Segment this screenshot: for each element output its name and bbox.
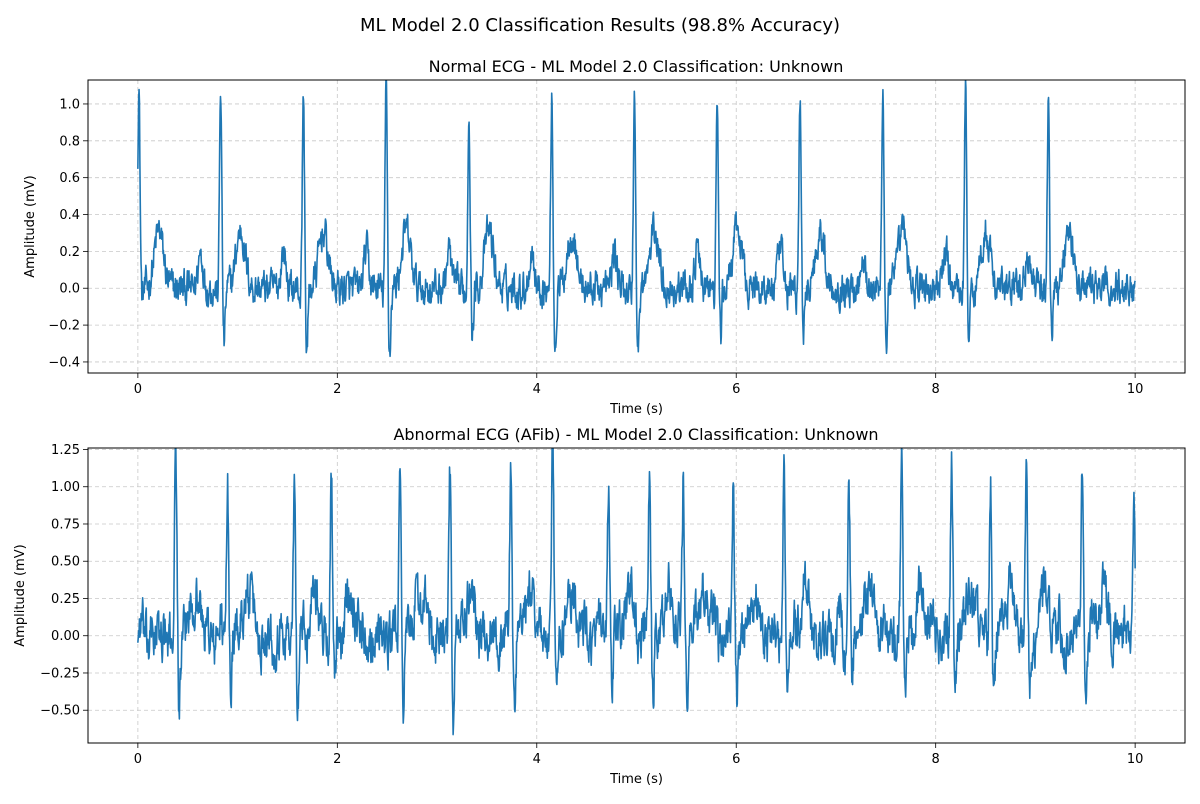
- normal-ecg-y-tick-label: 0.6: [59, 171, 80, 186]
- normal-ecg-x-tick-label: 6: [732, 382, 740, 397]
- afib-ecg-y-tick-label: −0.50: [40, 704, 80, 719]
- normal-ecg-x-tick-label: 0: [134, 382, 142, 397]
- normal-ecg-y-tick-label: 0.2: [59, 245, 80, 260]
- afib-ecg-panel: Abnormal ECG (AFib) - ML Model 2.0 Class…: [13, 425, 1186, 787]
- normal-ecg-y-tick-label: −0.4: [48, 355, 80, 370]
- normal-ecg-x-tick-label: 2: [333, 382, 341, 397]
- afib-ecg-y-axis-label: Amplitude (mV): [13, 544, 28, 646]
- afib-ecg-x-axis-label: Time (s): [609, 772, 663, 787]
- normal-ecg-y-tick-label: 0.4: [59, 208, 80, 223]
- normal-ecg-y-axis-label: Amplitude (mV): [23, 175, 38, 277]
- afib-ecg-y-tick-label: 0.00: [51, 629, 80, 644]
- normal-ecg-title: Normal ECG - ML Model 2.0 Classification…: [429, 57, 844, 76]
- figure-title: ML Model 2.0 Classification Results (98.…: [360, 15, 840, 36]
- afib-ecg-x-ticks: 0 2 4 6 8 10: [134, 743, 1144, 767]
- normal-ecg-x-tick-label: 4: [533, 382, 541, 397]
- normal-ecg-x-ticks: 0 2 4 6 8 10: [134, 373, 1144, 397]
- normal-ecg-axes-frame: [87, 79, 1186, 374]
- normal-ecg-panel: Normal ECG - ML Model 2.0 Classification…: [23, 57, 1186, 417]
- afib-ecg-y-tick-label: 0.75: [51, 517, 80, 532]
- afib-ecg-x-tick-label: 8: [932, 752, 940, 767]
- normal-ecg-x-tick-label: 8: [932, 382, 940, 397]
- normal-ecg-y-tick-label: −0.2: [48, 319, 80, 334]
- afib-ecg-x-tick-label: 6: [732, 752, 740, 767]
- afib-ecg-x-tick-label: 4: [533, 752, 541, 767]
- normal-ecg-plot-area: [137, 80, 1136, 358]
- afib-ecg-axes-frame: [87, 447, 1186, 744]
- afib-ecg-y-tick-label: 0.50: [51, 555, 80, 570]
- afib-ecg-title: Abnormal ECG (AFib) - ML Model 2.0 Class…: [393, 425, 878, 444]
- afib-ecg-y-tick-label: 1.25: [51, 443, 80, 458]
- normal-ecg-x-axis-label: Time (s): [609, 402, 663, 417]
- afib-ecg-y-tick-label: 0.25: [51, 592, 80, 607]
- afib-ecg-x-tick-label: 2: [333, 752, 341, 767]
- normal-ecg-y-tick-label: 0.8: [59, 134, 80, 149]
- normal-ecg-x-tick-label: 10: [1127, 382, 1144, 397]
- afib-ecg-y-tick-label: 1.00: [51, 480, 80, 495]
- afib-ecg-y-ticks: −0.50 −0.25 0.00 0.25 0.50 0.75 1.00 1.25: [40, 443, 88, 719]
- normal-ecg-series-line: [137, 80, 1136, 358]
- afib-ecg-y-tick-label: −0.25: [40, 666, 80, 681]
- afib-ecg-series-line: [137, 448, 1136, 736]
- normal-ecg-y-tick-label: 1.0: [59, 97, 80, 112]
- afib-ecg-x-tick-label: 10: [1127, 752, 1144, 767]
- afib-ecg-plot-area: [137, 448, 1136, 736]
- afib-ecg-x-tick-label: 0: [134, 752, 142, 767]
- normal-ecg-y-ticks: −0.4 −0.2 0.0 0.2 0.4 0.6 0.8 1.0: [48, 97, 88, 370]
- normal-ecg-y-tick-label: 0.0: [59, 282, 80, 297]
